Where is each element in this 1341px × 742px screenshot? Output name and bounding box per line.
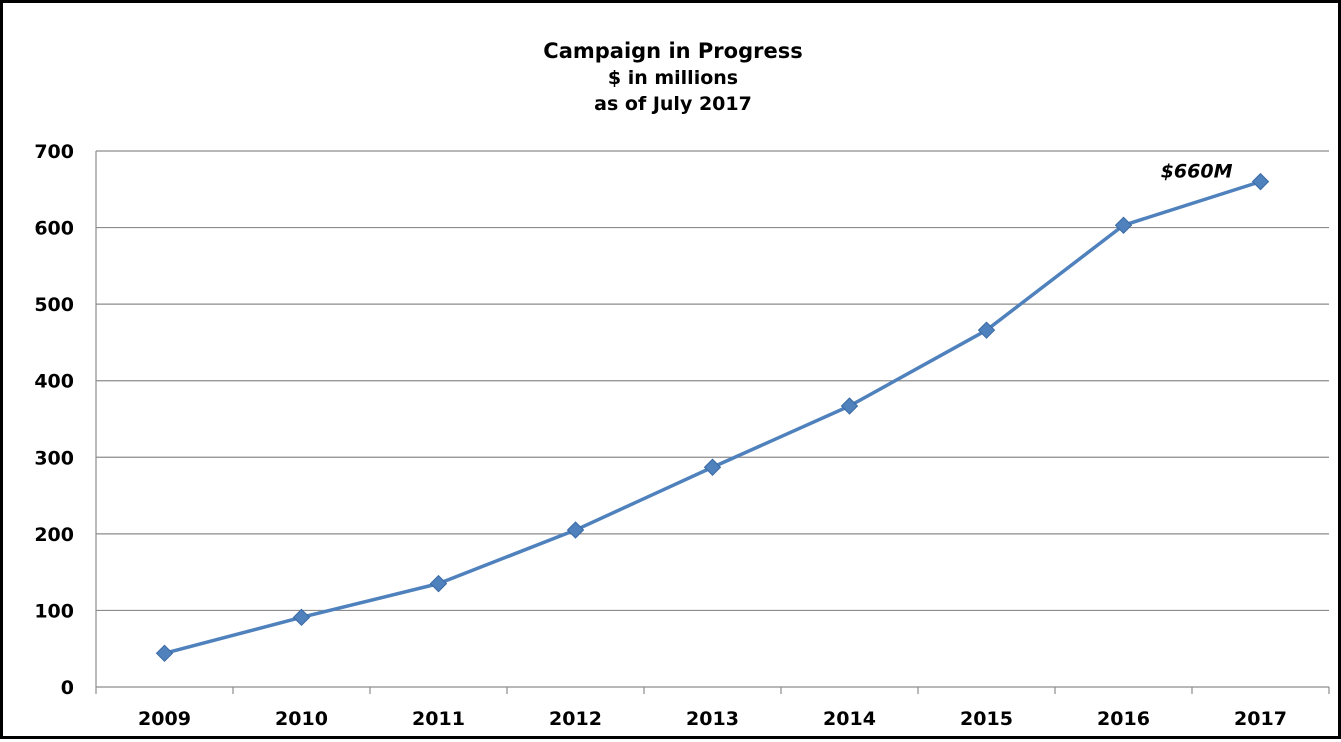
series-line <box>164 179 1262 656</box>
y-tick-label: 300 <box>34 447 74 469</box>
series-layer <box>155 172 1270 663</box>
chart-subtitle-date: as of July 2017 <box>594 93 752 115</box>
data-point-marker <box>155 644 174 663</box>
chart-subtitle-units: $ in millions <box>608 67 738 89</box>
data-point-marker <box>977 321 996 339</box>
axes <box>95 151 1330 694</box>
x-tick-label: 2014 <box>823 708 876 730</box>
data-point-marker <box>566 521 585 539</box>
data-point-marker <box>840 397 859 415</box>
line-chart: Campaign in Progress $ in millions as of… <box>34 39 1330 730</box>
data-point-marker <box>1251 172 1270 191</box>
chart-title: Campaign in Progress <box>543 39 802 63</box>
x-tick-label: 2016 <box>1097 708 1150 730</box>
y-tick-label: 600 <box>34 218 74 240</box>
gridlines <box>96 150 1329 612</box>
data-point-marker <box>703 458 722 476</box>
x-tick-label: 2011 <box>412 708 465 730</box>
y-tick-label: 100 <box>34 600 74 622</box>
data-point-marker <box>1114 216 1133 234</box>
y-tick-label: 700 <box>34 141 74 163</box>
data-point-marker <box>429 574 448 593</box>
y-tick-label: 400 <box>34 371 74 393</box>
x-tick-label: 2009 <box>138 708 191 730</box>
y-tick-label: 0 <box>61 677 74 699</box>
y-tick-label: 500 <box>34 294 74 316</box>
x-tick-label: 2013 <box>686 708 739 730</box>
x-tick-label: 2012 <box>549 708 602 730</box>
x-tick-label: 2015 <box>960 708 1013 730</box>
x-tick-label: 2010 <box>275 708 328 730</box>
tick-labels: 0 100 200 300 400 500 600 700 2009 2010 2011 2012 20… <box>34 141 1287 730</box>
x-tick-label: 2017 <box>1234 708 1287 730</box>
data-label-annotation: $660M <box>1161 161 1233 183</box>
y-tick-label: 200 <box>34 524 74 546</box>
data-point-marker <box>292 608 311 627</box>
